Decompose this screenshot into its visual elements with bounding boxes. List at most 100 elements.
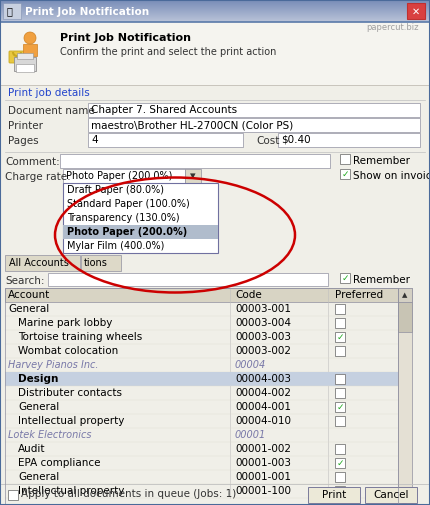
Text: 00003-003: 00003-003 (235, 332, 291, 342)
Circle shape (24, 32, 36, 44)
Text: 00004: 00004 (235, 360, 266, 370)
Bar (0, 12, 430, 13)
Bar (63, 225, 218, 239)
Text: Remember: Remember (353, 156, 410, 166)
Text: Print: Print (322, 490, 346, 500)
Bar (335, 304, 345, 314)
Bar (63, 183, 218, 253)
Text: 00003-002: 00003-002 (235, 346, 291, 356)
Text: ✓: ✓ (336, 402, 344, 412)
Bar (23, 44, 37, 56)
Text: Printer: Printer (8, 121, 43, 131)
FancyBboxPatch shape (9, 51, 25, 63)
Text: Standard Paper (100.0%): Standard Paper (100.0%) (67, 199, 190, 209)
Bar (0, 1, 430, 2)
Bar (335, 486, 345, 496)
Bar (0, 13, 430, 14)
Bar (335, 458, 345, 468)
Bar (0, 21, 430, 22)
Text: tions: tions (84, 258, 108, 268)
Text: ✕: ✕ (412, 7, 420, 17)
Text: Preferred: Preferred (335, 290, 383, 300)
Bar (398, 288, 412, 505)
Text: Apply to all documents in queue (Jobs: 1): Apply to all documents in queue (Jobs: 1… (21, 489, 236, 499)
Text: 00004-002: 00004-002 (235, 388, 291, 398)
Text: Draft Paper (80.0%): Draft Paper (80.0%) (67, 185, 164, 195)
Bar (17, 53, 33, 59)
Bar (5, 288, 398, 505)
Bar (0, 15, 430, 16)
Bar (335, 402, 345, 412)
Text: Print Job Notification: Print Job Notification (60, 33, 191, 43)
Text: Print job details: Print job details (8, 88, 90, 98)
Text: ✓: ✓ (336, 459, 344, 468)
Text: Account: Account (8, 290, 50, 300)
Bar (3, 3, 21, 19)
Text: maestro\Brother HL-2700CN (Color PS): maestro\Brother HL-2700CN (Color PS) (91, 120, 293, 130)
Text: 00003-004: 00003-004 (235, 318, 291, 328)
Text: Photo Paper (200.0%): Photo Paper (200.0%) (67, 227, 187, 237)
Text: General: General (18, 472, 59, 482)
Bar (0, 11, 430, 12)
Bar (0, 10, 430, 11)
Bar (0, 2, 430, 3)
Bar (0, 20, 430, 21)
Bar (398, 288, 412, 302)
Text: Search:: Search: (5, 276, 44, 286)
Text: 00001-100: 00001-100 (235, 486, 291, 496)
Text: ✓: ✓ (341, 170, 349, 178)
Bar (8, 28, 56, 80)
Text: Document name: Document name (8, 106, 95, 116)
Bar (0, 5, 430, 6)
Text: Intellectual property: Intellectual property (18, 486, 124, 496)
Text: Photo Paper (200.0%): Photo Paper (200.0%) (66, 171, 172, 181)
Text: ✓: ✓ (336, 332, 344, 341)
Bar (81, 255, 121, 271)
Bar (1, 484, 429, 504)
Text: 00001: 00001 (235, 430, 266, 440)
Bar (0, 9, 430, 10)
Text: 00004-010: 00004-010 (235, 416, 291, 426)
Bar (0, 16, 430, 17)
Bar (340, 273, 350, 283)
Bar (335, 374, 345, 384)
Bar (0, 4, 430, 5)
Bar (340, 154, 350, 164)
Text: Comment:: Comment: (5, 157, 60, 167)
Text: Distributer contacts: Distributer contacts (18, 388, 122, 398)
Bar (398, 498, 412, 505)
Text: EPA compliance: EPA compliance (18, 458, 101, 468)
Bar (0, 17, 430, 18)
Text: Design: Design (18, 374, 58, 384)
Text: Lotek Electronics: Lotek Electronics (8, 430, 92, 440)
Text: 00003-001: 00003-001 (235, 304, 291, 314)
Text: Cost: Cost (256, 136, 280, 146)
Bar (0, 3, 430, 4)
Text: 4: 4 (91, 135, 98, 145)
Bar (0, 8, 430, 9)
Text: Remember: Remember (353, 275, 410, 285)
Text: Harvey Pianos Inc.: Harvey Pianos Inc. (8, 360, 98, 370)
Bar (14, 57, 36, 71)
Bar (5, 255, 80, 271)
Bar (0, 14, 430, 15)
Text: General: General (18, 402, 59, 412)
Text: General: General (8, 304, 49, 314)
Text: Confirm the print and select the print action: Confirm the print and select the print a… (60, 47, 276, 57)
Text: Transparency (130.0%): Transparency (130.0%) (67, 213, 180, 223)
Bar (48, 273, 328, 286)
Text: $0.40: $0.40 (281, 135, 310, 145)
Bar (88, 118, 420, 132)
Bar (5, 288, 398, 302)
Bar (335, 444, 345, 454)
Text: Print Job Notification: Print Job Notification (25, 7, 149, 17)
Bar (0, 19, 430, 20)
Bar (8, 490, 18, 500)
Text: Tortoise training wheels: Tortoise training wheels (18, 332, 142, 342)
Text: Chapter 7. Shared Accounts: Chapter 7. Shared Accounts (91, 105, 237, 115)
Bar (185, 169, 201, 183)
Bar (0, 18, 430, 19)
Text: ▼: ▼ (402, 502, 408, 505)
Bar (308, 487, 360, 503)
Bar (1, 23, 429, 85)
